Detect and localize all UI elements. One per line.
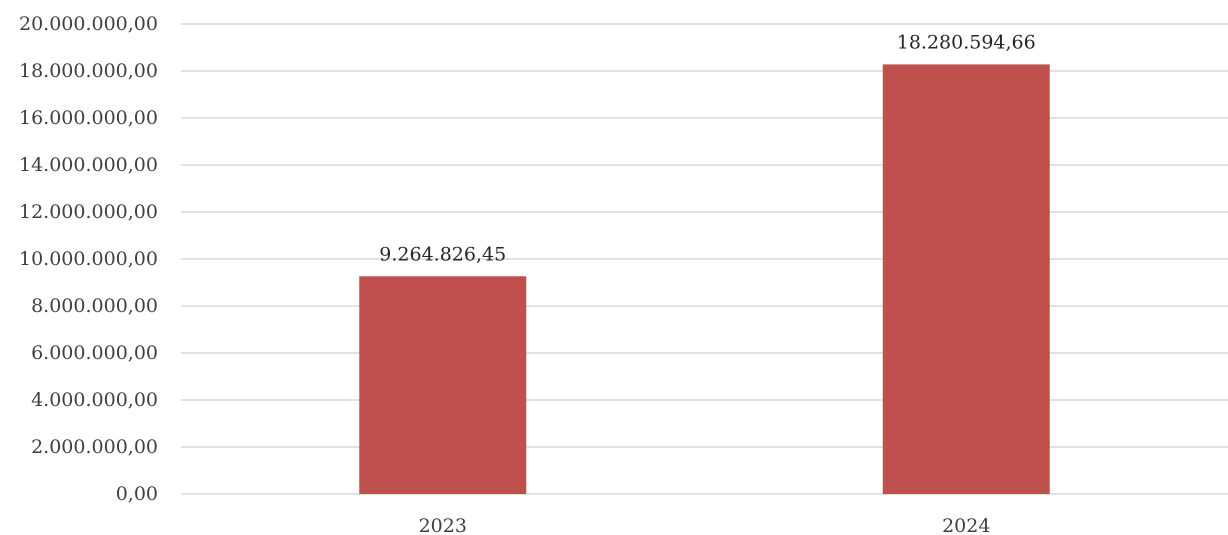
bar-2024 xyxy=(882,64,1050,494)
y-tick-label: 12.000.000,00 xyxy=(19,201,158,223)
x-category-label: 2024 xyxy=(942,515,990,535)
x-axis-category-labels: 2023 2024 xyxy=(419,515,991,535)
data-label-2023: 9.264.826,45 xyxy=(379,243,506,265)
y-tick-label: 2.000.000,00 xyxy=(31,436,158,458)
y-tick-label: 16.000.000,00 xyxy=(19,107,158,129)
y-tick-label: 20.000.000,00 xyxy=(19,13,158,35)
y-tick-label: 8.000.000,00 xyxy=(31,295,158,317)
y-tick-label: 10.000.000,00 xyxy=(19,248,158,270)
x-category-label: 2023 xyxy=(419,515,467,535)
gridlines xyxy=(181,23,1228,495)
y-tick-label: 0,00 xyxy=(116,483,158,505)
data-labels: 9.264.826,45 18.280.594,66 xyxy=(379,31,1035,265)
y-tick-label: 14.000.000,00 xyxy=(19,154,158,176)
data-label-2024: 18.280.594,66 xyxy=(897,31,1036,53)
bars xyxy=(359,64,1050,494)
y-tick-label: 6.000.000,00 xyxy=(31,342,158,364)
y-axis-tick-labels: 0,00 2.000.000,00 4.000.000,00 6.000.000,00… xyxy=(19,13,158,505)
bar-2023 xyxy=(359,276,527,494)
y-tick-label: 4.000.000,00 xyxy=(31,389,158,411)
y-tick-label: 18.000.000,00 xyxy=(19,60,158,82)
